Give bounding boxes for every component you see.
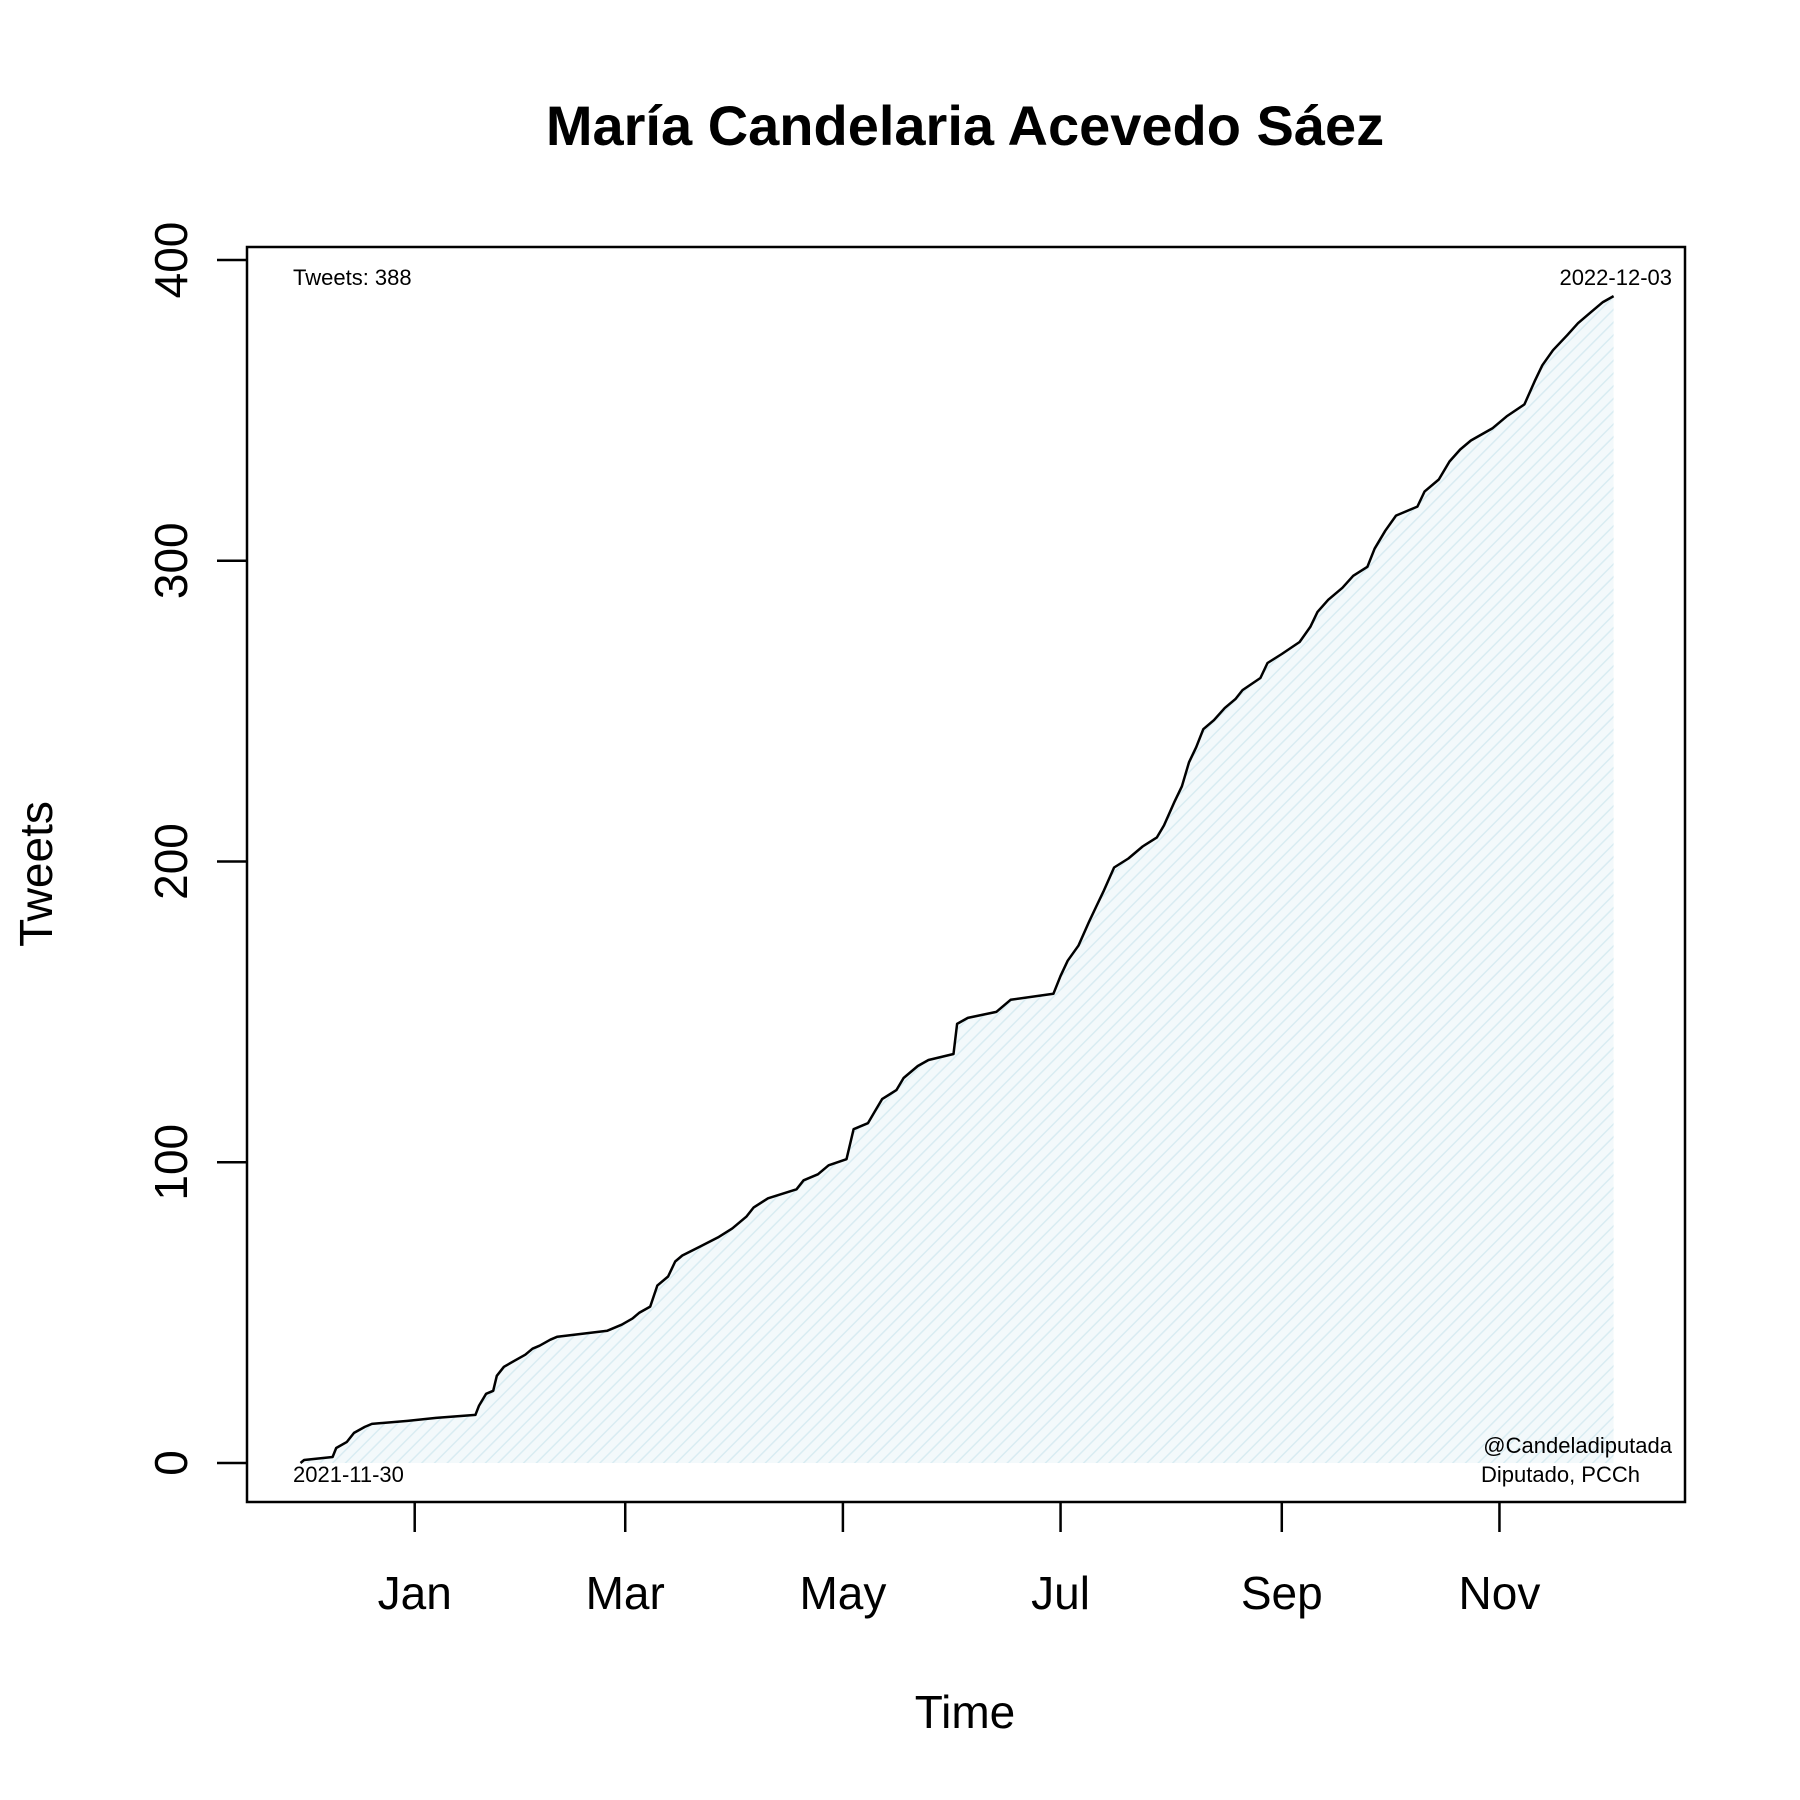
y-tick-label: 100 (145, 1124, 197, 1201)
y-tick-label: 300 (145, 522, 197, 599)
y-tick-label: 200 (145, 823, 197, 900)
plot-area (299, 295, 1615, 1464)
y-axis-label: Tweets (10, 801, 62, 947)
x-axis: Jan Mar May Jul Sep Nov (378, 1502, 1541, 1619)
end-date-label: 2022-12-03 (1559, 265, 1672, 290)
x-tick-label: Nov (1459, 1567, 1541, 1619)
cumulative-area-fill (300, 296, 1614, 1464)
x-tick-label: Jul (1031, 1567, 1090, 1619)
x-tick-label: Mar (586, 1567, 665, 1619)
tweet-count-label: Tweets: 388 (293, 265, 412, 290)
y-tick-label: 400 (145, 222, 197, 299)
x-tick-label: Jan (378, 1567, 452, 1619)
account-role-label: Diputado, PCCh (1481, 1462, 1640, 1487)
x-axis-label: Time (915, 1686, 1016, 1738)
cumulative-tweets-line (299, 295, 1615, 1464)
chart-title: María Candelaria Acevedo Sáez (546, 94, 1384, 157)
account-handle-label: @Candeladiputada (1483, 1433, 1672, 1458)
plot-frame (245, 245, 1687, 1504)
x-tick-label: May (799, 1567, 886, 1619)
x-tick-label: Sep (1241, 1567, 1323, 1619)
y-tick-label: 0 (145, 1450, 197, 1476)
start-date-label: 2021-11-30 (293, 1462, 404, 1487)
y-axis: 0 100 200 300 400 (145, 222, 247, 1476)
